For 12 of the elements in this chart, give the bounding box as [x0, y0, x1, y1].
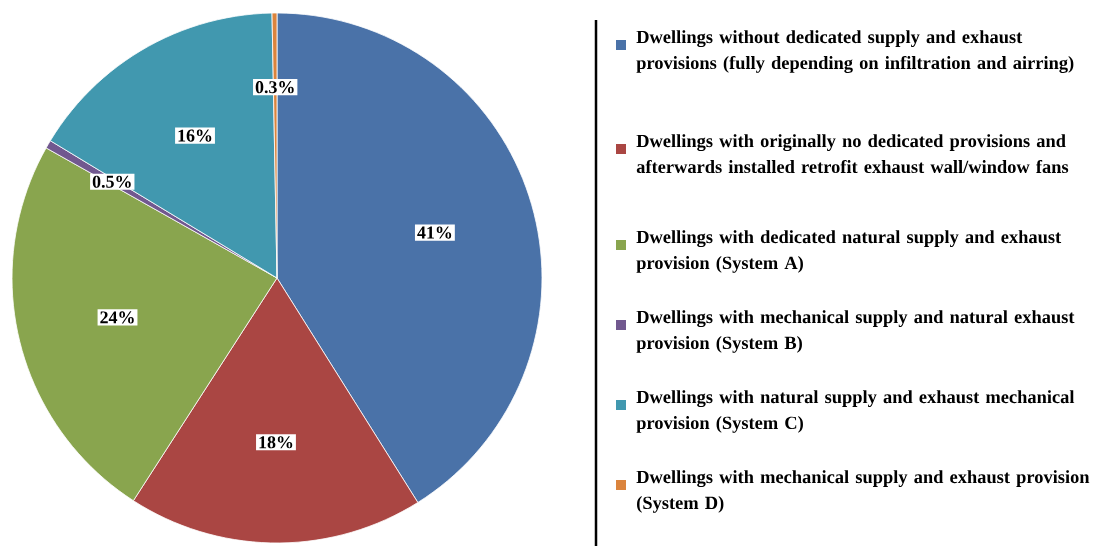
legend-label: Dwellings without dedicated supply and exhaust provisions (fully depending on infiltration and airring) [636, 30, 1074, 73]
data-label: 41% [417, 226, 452, 239]
legend-label: Dwellings with mechanical supply and exhaust provision (System D) [636, 470, 1090, 513]
data-label: 18% [259, 436, 293, 449]
data-label: 0.3% [255, 81, 294, 94]
legend-label: Dwellings with dedicated natural supply and exhaust provision (System A) [636, 230, 1062, 273]
legend-label: Dwellings with originally no dedicated provisions and afterwards installed retrofit exhaust wall/window fans [636, 134, 1069, 173]
data-label: 24% [100, 311, 134, 324]
data-label: 0.5% [92, 175, 131, 188]
legend-label: Dwellings with mechanical supply and natural exhaust provision (System B) [636, 310, 1075, 353]
data-label: 16% [178, 129, 212, 142]
legend-label: Dwellings with natural supply and exhaust mechanical provision (System C) [636, 390, 1075, 433]
